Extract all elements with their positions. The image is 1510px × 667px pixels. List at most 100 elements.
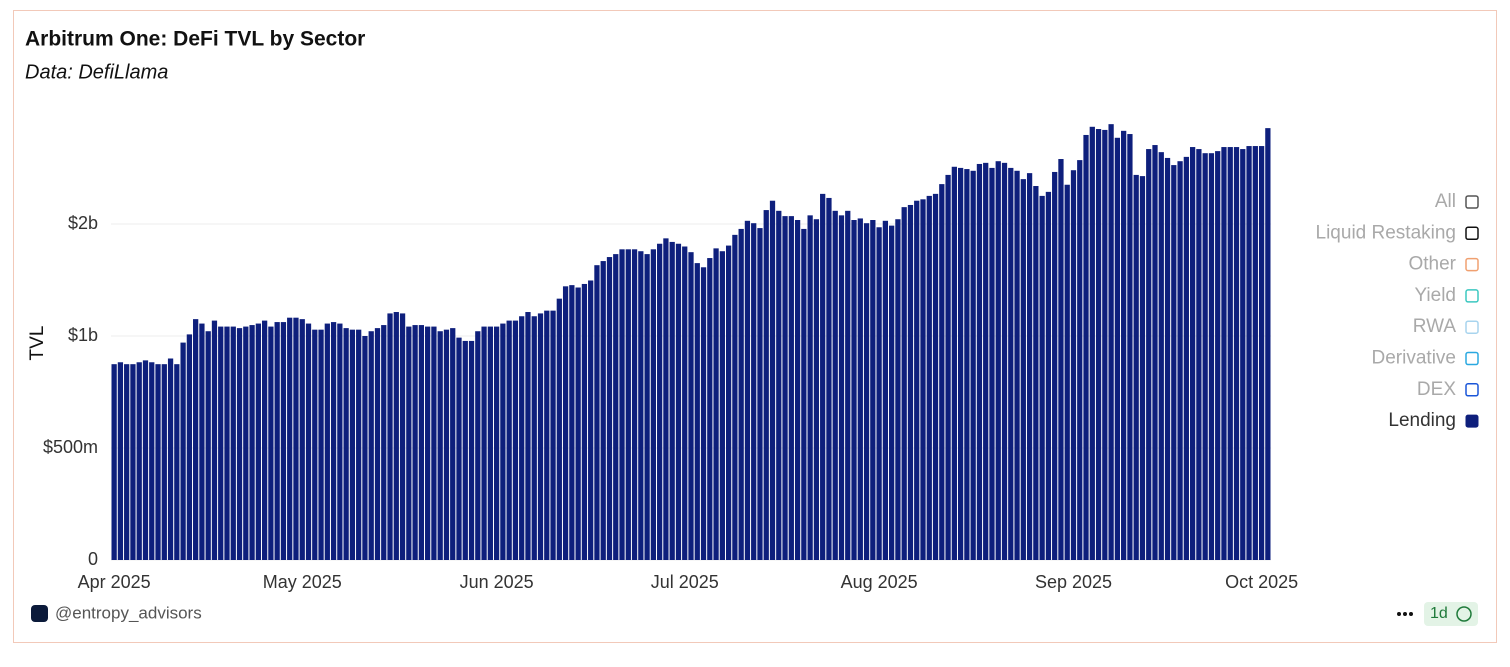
bar bbox=[155, 364, 161, 560]
bar bbox=[1233, 147, 1240, 561]
bar bbox=[581, 283, 588, 560]
bar bbox=[907, 204, 914, 561]
bar bbox=[519, 316, 525, 560]
x-tick-label: Aug 2025 bbox=[841, 572, 918, 592]
legend-label[interactable]: DEX bbox=[1417, 379, 1456, 400]
legend-label[interactable]: RWA bbox=[1413, 316, 1457, 337]
bar bbox=[983, 162, 989, 560]
legend-swatch[interactable] bbox=[1465, 226, 1479, 241]
bar bbox=[1070, 170, 1077, 560]
bar bbox=[475, 331, 481, 560]
bar bbox=[688, 252, 694, 560]
bar bbox=[964, 169, 970, 560]
interval-label[interactable]: 1d bbox=[1430, 605, 1448, 622]
bar bbox=[1026, 173, 1033, 560]
footer-handle: @entropy_advisors bbox=[55, 603, 202, 622]
bar bbox=[374, 328, 381, 560]
bar bbox=[682, 246, 688, 560]
bar bbox=[769, 200, 776, 560]
bar bbox=[826, 197, 832, 560]
legend-swatch[interactable] bbox=[1465, 351, 1479, 366]
bar bbox=[1020, 179, 1026, 560]
bar bbox=[606, 257, 613, 560]
interval-badge[interactable] bbox=[1424, 602, 1478, 626]
chart-subtitle: Data: DefiLlama bbox=[25, 61, 168, 83]
bar bbox=[957, 167, 964, 561]
bar bbox=[368, 331, 374, 560]
bar bbox=[669, 241, 675, 560]
bar bbox=[882, 220, 889, 560]
bar bbox=[732, 234, 738, 560]
bar bbox=[142, 360, 149, 560]
legend-swatch[interactable] bbox=[1465, 289, 1479, 303]
x-tick-label: Sep 2025 bbox=[1035, 572, 1112, 592]
bar bbox=[713, 248, 719, 560]
bar bbox=[362, 336, 368, 560]
bar bbox=[186, 334, 193, 560]
bar bbox=[124, 364, 130, 560]
bar bbox=[832, 210, 838, 560]
bar bbox=[1102, 129, 1108, 560]
bar bbox=[989, 167, 995, 561]
bar bbox=[387, 313, 393, 560]
bar bbox=[425, 326, 431, 560]
bar bbox=[1158, 152, 1164, 560]
y-tick-label: $2b bbox=[68, 213, 98, 233]
bar bbox=[838, 215, 845, 560]
bar bbox=[1171, 165, 1177, 560]
bar bbox=[619, 249, 625, 560]
legend-label[interactable]: Other bbox=[1408, 254, 1456, 275]
bar bbox=[1246, 146, 1252, 560]
bar bbox=[136, 362, 142, 560]
bar bbox=[1039, 195, 1045, 560]
bar bbox=[782, 216, 788, 560]
bar bbox=[600, 261, 606, 560]
bar bbox=[180, 342, 186, 560]
legend-swatch[interactable] bbox=[1465, 320, 1479, 334]
legend-label[interactable]: Derivative bbox=[1372, 348, 1456, 369]
bar bbox=[149, 362, 155, 560]
bar bbox=[161, 364, 167, 560]
bar bbox=[1177, 161, 1183, 560]
legend-swatch[interactable] bbox=[1465, 414, 1479, 428]
bar bbox=[1221, 147, 1227, 561]
bar bbox=[851, 220, 857, 560]
bar bbox=[776, 210, 782, 560]
bar bbox=[694, 263, 700, 560]
bar bbox=[512, 320, 519, 560]
bar bbox=[268, 326, 274, 560]
y-axis-title: TVL bbox=[27, 326, 48, 361]
bar bbox=[1014, 170, 1020, 560]
bar bbox=[199, 323, 205, 560]
x-tick-label: Oct 2025 bbox=[1225, 572, 1298, 592]
bar bbox=[193, 319, 199, 560]
bar bbox=[575, 287, 581, 560]
legend-label[interactable]: Lending bbox=[1388, 410, 1456, 431]
legend-label[interactable]: Yield bbox=[1414, 285, 1456, 306]
legend-swatch[interactable] bbox=[1465, 383, 1479, 397]
bar bbox=[995, 161, 1001, 560]
bar bbox=[1258, 146, 1265, 560]
bar bbox=[293, 317, 299, 560]
bar bbox=[381, 325, 387, 560]
bar bbox=[111, 364, 117, 560]
bar bbox=[876, 227, 882, 560]
more-menu[interactable] bbox=[1397, 612, 1413, 616]
bar bbox=[412, 325, 418, 560]
bar bbox=[399, 313, 406, 560]
bar bbox=[1215, 151, 1221, 560]
legend-label[interactable]: Liquid Restaking bbox=[1316, 222, 1456, 243]
legend-swatch[interactable] bbox=[1465, 195, 1479, 209]
bar bbox=[349, 329, 356, 560]
bar bbox=[1089, 126, 1095, 560]
bar bbox=[1001, 162, 1008, 560]
bar bbox=[807, 215, 813, 560]
legend-swatch[interactable] bbox=[1465, 257, 1479, 272]
bar bbox=[280, 322, 287, 560]
x-tick-label: Jun 2025 bbox=[460, 572, 534, 592]
bar bbox=[939, 184, 945, 561]
bar bbox=[462, 340, 468, 560]
legend-label[interactable]: All bbox=[1435, 191, 1456, 212]
bar bbox=[312, 329, 318, 560]
bar bbox=[556, 298, 562, 560]
